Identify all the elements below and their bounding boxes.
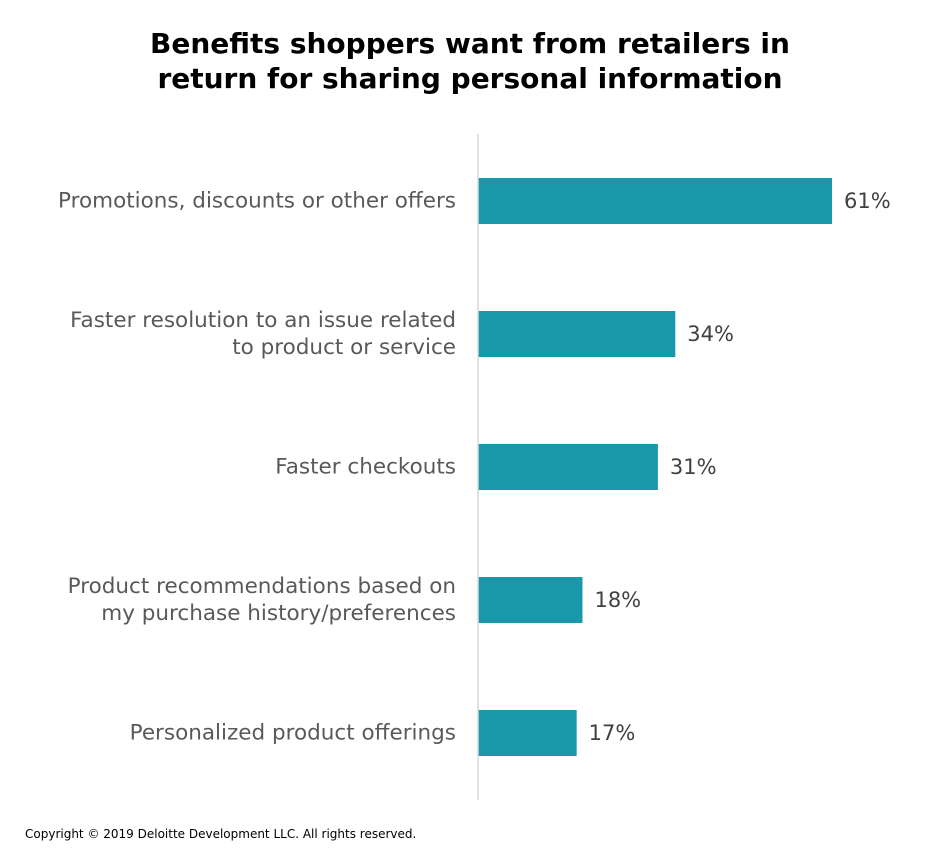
category-label-5: Personalized product offerings [130, 721, 456, 746]
value-label-5: 17% [589, 721, 636, 745]
category-label-2-line-2: to product or service [232, 335, 456, 360]
bar-2 [478, 311, 676, 357]
value-labels-group: 61% 34% 31% 18% 17% [589, 189, 891, 745]
category-label-3-line-1: Faster checkouts [275, 455, 456, 480]
value-label-2: 34% [687, 322, 734, 346]
category-label-2-line-1: Faster resolution to an issue related [70, 308, 456, 333]
value-label-1: 61% [844, 189, 891, 213]
chart-title-line-2: return for sharing personal information [157, 62, 783, 95]
category-label-1-line-1: Promotions, discounts or other offers [58, 189, 456, 214]
category-label-5-line-1: Personalized product offerings [130, 721, 456, 746]
category-label-3: Faster checkouts [275, 455, 456, 480]
category-label-4: Product recommendations based on my purch… [68, 574, 456, 626]
category-label-2: Faster resolution to an issue related to … [70, 308, 456, 360]
category-labels-group: Promotions, discounts or other offers Fas… [58, 189, 456, 746]
chart-title-line-1: Benefits shoppers want from retailers in [150, 27, 790, 60]
value-label-3: 31% [670, 455, 717, 479]
bars-group [478, 178, 832, 756]
category-label-1: Promotions, discounts or other offers [58, 189, 456, 214]
value-label-4: 18% [594, 588, 641, 612]
bar-4 [478, 577, 583, 623]
bar-3 [478, 444, 658, 490]
bar-5 [478, 710, 577, 756]
bar-1 [478, 178, 832, 224]
copyright-text: Copyright © 2019 Deloitte Development LL… [25, 827, 417, 841]
category-label-4-line-2: my purchase history/preferences [101, 601, 456, 626]
chart-title: Benefits shoppers want from retailers in… [0, 26, 940, 96]
category-label-4-line-1: Product recommendations based on [68, 574, 456, 599]
